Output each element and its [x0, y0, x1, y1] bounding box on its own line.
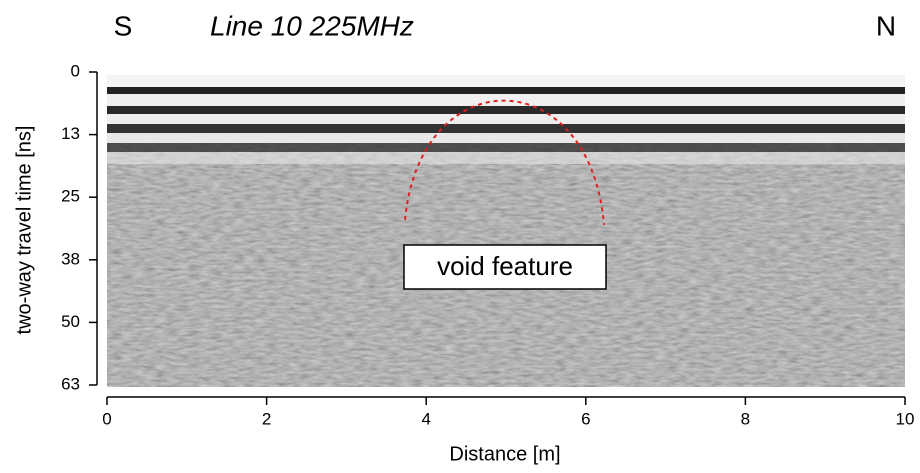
x-tick-label: 10	[896, 409, 915, 428]
y-tick-label: 50	[61, 312, 80, 331]
y-axis-label: two-way travel time [ns]	[13, 126, 35, 335]
x-tick-label: 0	[102, 409, 111, 428]
x-tick-label: 4	[421, 409, 430, 428]
hyperbola-outline	[404, 99, 605, 226]
chart-title: Line 10 225MHz	[210, 10, 414, 41]
right-label: N	[876, 10, 896, 41]
y-tick-label: 63	[61, 374, 80, 393]
radargram-image	[107, 75, 905, 387]
y-tick-label: 38	[61, 249, 80, 268]
y-tick-label: 13	[61, 124, 80, 143]
x-tick-label: 2	[262, 409, 271, 428]
x-tick-label: 6	[581, 409, 590, 428]
y-tick-label: 25	[61, 187, 80, 206]
annotation: void feature	[437, 251, 573, 281]
x-tick-label: 8	[741, 409, 750, 428]
y-tick-label: 0	[71, 61, 80, 80]
left-label: S	[114, 10, 133, 41]
annotation-box	[403, 244, 607, 290]
x-axis-label: Distance [m]	[449, 443, 560, 465]
